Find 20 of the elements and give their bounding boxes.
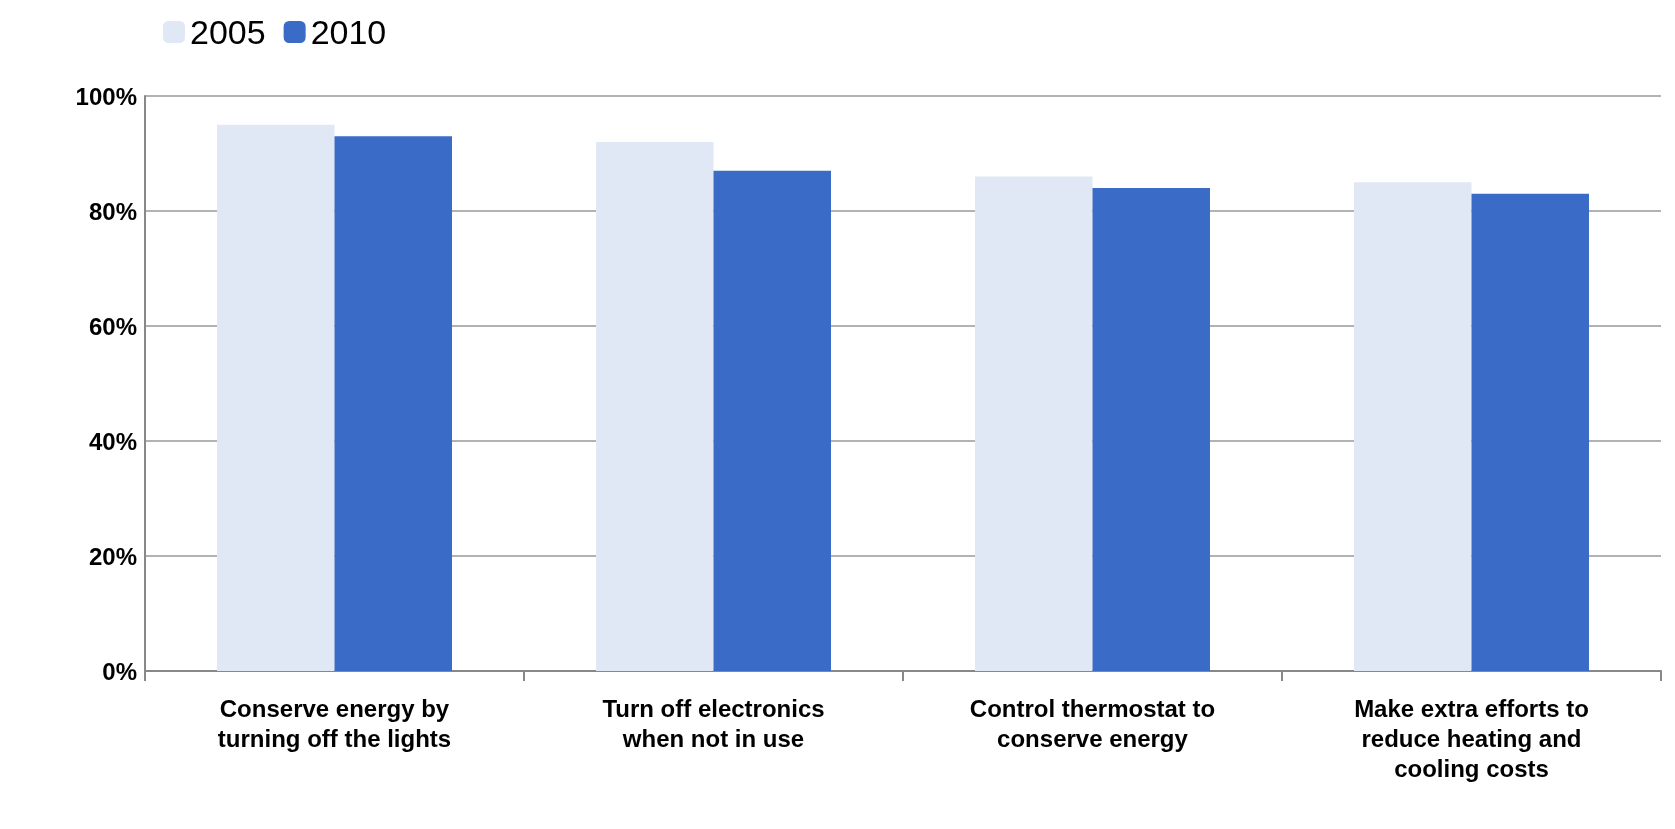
legend-label: 2010 [310, 13, 387, 51]
bar [334, 136, 452, 671]
legend-label: 2005 [190, 13, 266, 51]
bar [1092, 188, 1210, 671]
bar [1471, 193, 1589, 671]
y-tick-label: 40% [88, 427, 137, 455]
y-tick-label: 100% [75, 82, 137, 110]
bar [596, 142, 714, 671]
y-tick-label: 0% [102, 657, 137, 685]
x-tick-label: Make extra efforts to reduce heating and cooling costs [1354, 694, 1589, 782]
bar [1354, 182, 1472, 671]
bar [217, 124, 335, 671]
y-tick-label: 20% [88, 542, 137, 570]
x-tick-label: Turn off electronics when not in use [602, 694, 825, 752]
bar [975, 176, 1093, 671]
y-tick-label: 80% [88, 197, 137, 225]
x-tick-label: Control thermostat to conserve energy [969, 694, 1216, 752]
y-tick-label: 60% [88, 312, 137, 340]
x-tick-label: Conserve energy by turning off the lights [217, 694, 452, 752]
bar [713, 170, 831, 671]
